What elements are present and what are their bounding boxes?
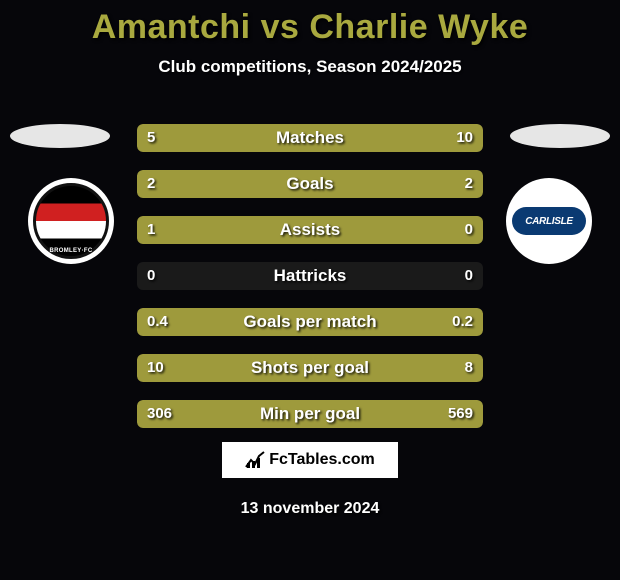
page-subtitle: Club competitions, Season 2024/2025 <box>0 57 620 77</box>
stat-row: 306Min per goal569 <box>137 400 483 428</box>
club-logo-right: CARLISLE <box>506 178 592 264</box>
stat-label: Hattricks <box>137 262 483 290</box>
stat-row: 5Matches10 <box>137 124 483 152</box>
stat-row: 0Hattricks0 <box>137 262 483 290</box>
stat-label: Matches <box>137 124 483 152</box>
stat-label: Assists <box>137 216 483 244</box>
stat-label: Shots per goal <box>137 354 483 382</box>
player1-placeholder-ellipse <box>10 124 110 148</box>
club-logo-right-label: CARLISLE <box>512 207 586 235</box>
stat-value-right: 8 <box>465 354 473 382</box>
footer-date: 13 november 2024 <box>0 500 620 518</box>
club-logo-left-label: BROMLEY·FC <box>36 248 106 254</box>
stat-label: Min per goal <box>137 400 483 428</box>
stat-label: Goals <box>137 170 483 198</box>
club-logo-left: BROMLEY·FC <box>28 178 114 264</box>
stat-row: 0.4Goals per match0.2 <box>137 308 483 336</box>
stat-value-right: 2 <box>465 170 473 198</box>
stat-label: Goals per match <box>137 308 483 336</box>
title-player1: Amantchi <box>92 8 251 46</box>
comparison-bars: 5Matches102Goals21Assists00Hattricks00.4… <box>137 124 483 446</box>
stat-value-right: 569 <box>448 400 473 428</box>
stat-row: 10Shots per goal8 <box>137 354 483 382</box>
stat-value-right: 0 <box>465 262 473 290</box>
stat-row: 2Goals2 <box>137 170 483 198</box>
title-vs: vs <box>251 8 310 46</box>
watermark: FcTables.com <box>222 442 398 478</box>
watermark-chart-icon <box>245 451 265 469</box>
stat-value-right: 0 <box>465 216 473 244</box>
watermark-text: FcTables.com <box>269 451 375 469</box>
title-player2: Charlie Wyke <box>309 8 528 46</box>
page-title: Amantchi vs Charlie Wyke <box>0 0 620 47</box>
stat-value-right: 0.2 <box>452 308 473 336</box>
stat-row: 1Assists0 <box>137 216 483 244</box>
club-logo-left-shield: BROMLEY·FC <box>33 183 109 259</box>
stat-value-right: 10 <box>456 124 473 152</box>
player2-placeholder-ellipse <box>510 124 610 148</box>
